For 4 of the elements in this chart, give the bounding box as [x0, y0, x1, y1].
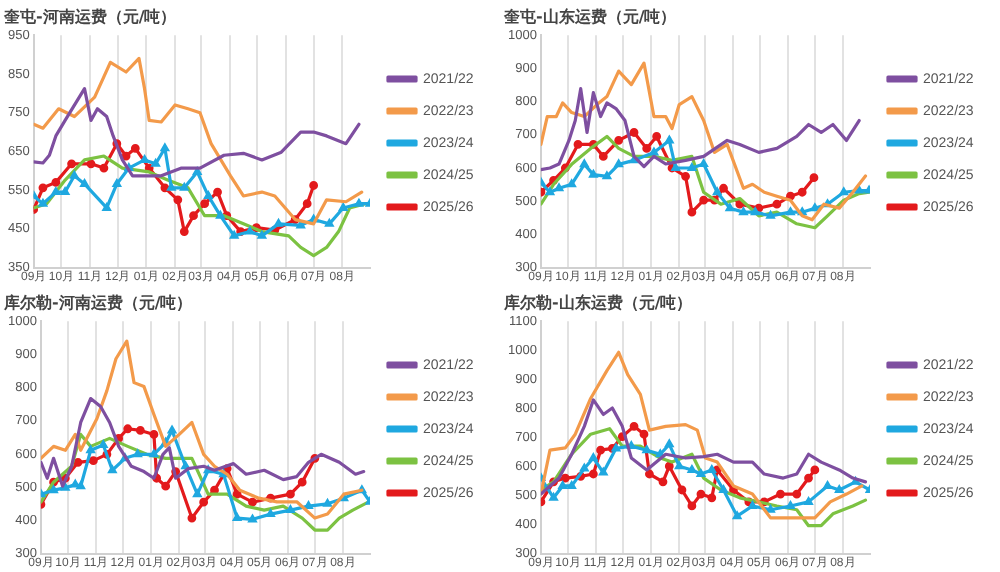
chart-title: 奎屯-山东运费（元/吨）: [502, 7, 677, 26]
chart-title: 库尔勒-山东运费（元/吨）: [502, 291, 693, 312]
chart-title: 库尔勒-河南运费（元/吨）: [2, 291, 193, 312]
chart-title: 奎屯-河南运费（元/吨）: [2, 7, 177, 26]
